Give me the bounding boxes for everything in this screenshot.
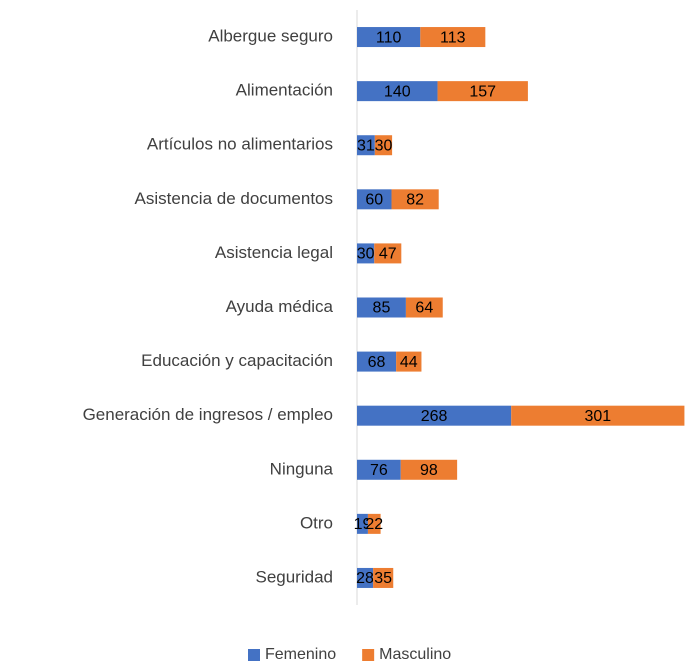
bar-segment — [391, 189, 439, 210]
bar-segment — [357, 351, 397, 372]
category-label: Otro — [300, 513, 333, 532]
bar-segment — [357, 27, 421, 48]
bar-segment — [357, 243, 375, 264]
data-label: 31 — [357, 137, 375, 154]
data-label: 140 — [384, 83, 411, 100]
category-label: Educación y capacitación — [141, 351, 333, 370]
bar-segment — [357, 513, 368, 534]
bar-segment — [396, 351, 422, 372]
data-label: 35 — [374, 570, 392, 587]
bar-segment — [357, 189, 392, 210]
data-label: 68 — [368, 354, 386, 371]
bar-segment — [374, 243, 402, 264]
category-label: Ayuda médica — [226, 297, 334, 316]
data-label: 22 — [365, 516, 383, 533]
bar-segment — [511, 405, 685, 426]
bar-segment — [357, 405, 512, 426]
data-label: 82 — [406, 192, 424, 209]
bar-segment — [405, 297, 443, 318]
data-label: 157 — [469, 83, 496, 100]
data-label: 28 — [356, 570, 374, 587]
legend-swatch — [362, 649, 375, 661]
bar-segment — [357, 459, 401, 480]
data-label: 113 — [440, 29, 466, 46]
category-label: Albergue seguro — [208, 27, 333, 46]
category-label: Artículos no alimentarios — [147, 135, 333, 154]
category-label: Seguridad — [255, 567, 333, 586]
category-label: Asistencia legal — [215, 243, 333, 262]
category-label: Alimentación — [236, 81, 333, 100]
bar-segment — [400, 459, 458, 480]
legend-label: Femenino — [265, 646, 336, 662]
data-label: 30 — [375, 137, 393, 154]
bar-segment — [357, 567, 374, 588]
data-label: 44 — [400, 354, 418, 371]
bar-segment — [357, 297, 406, 318]
data-label: 60 — [365, 192, 383, 209]
data-label: 85 — [373, 300, 391, 317]
data-label: 30 — [357, 246, 375, 263]
category-label: Asistencia de documentos — [135, 189, 333, 208]
bar-segment — [437, 81, 528, 102]
bar-segment — [357, 135, 375, 156]
bar-segment — [374, 135, 393, 156]
bar-segment — [373, 567, 394, 588]
category-label: Generación de ingresos / empleo — [83, 405, 333, 424]
legend-label: Masculino — [379, 646, 451, 662]
bar-segment — [357, 81, 438, 102]
data-label: 47 — [379, 246, 397, 263]
data-label: 64 — [415, 300, 433, 317]
category-label: Ninguna — [270, 459, 334, 478]
data-label: 268 — [421, 408, 448, 425]
bar-segment — [367, 513, 381, 534]
data-label: 76 — [370, 462, 388, 479]
data-label: 98 — [420, 462, 438, 479]
legend-swatch — [248, 649, 260, 661]
bar-segment — [420, 27, 486, 48]
data-label: 301 — [584, 408, 611, 425]
data-label: 110 — [376, 29, 402, 46]
data-label: 19 — [354, 516, 372, 533]
